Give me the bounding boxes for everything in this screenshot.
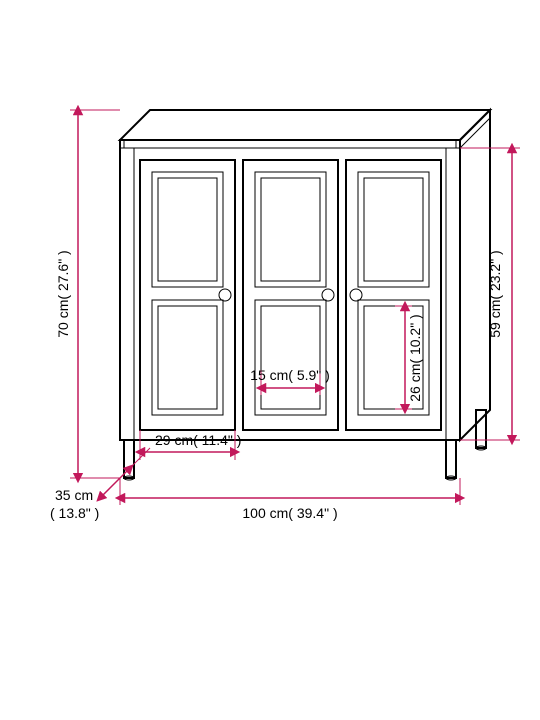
dim-depth-1: 35 cm (55, 487, 93, 503)
dim-total-width: 100 cm( 39.4" ) (242, 505, 337, 521)
dim-depth-2: ( 13.8" ) (50, 505, 99, 521)
dim-front-height: 59 cm( 23.2" ) (487, 250, 503, 337)
dim-total-height: 70 cm( 27.6" ) (55, 250, 71, 337)
dim-center-inset: 15 cm( 5.9" ) (250, 367, 330, 383)
dim-panel-height: 26 cm( 10.2" ) (407, 314, 423, 401)
furniture-dimension-diagram: 70 cm( 27.6" ) 35 cm ( 13.8" ) 59 cm( 23… (0, 0, 540, 720)
dim-door-width: 29 cm( 11.4" ) (155, 432, 241, 448)
